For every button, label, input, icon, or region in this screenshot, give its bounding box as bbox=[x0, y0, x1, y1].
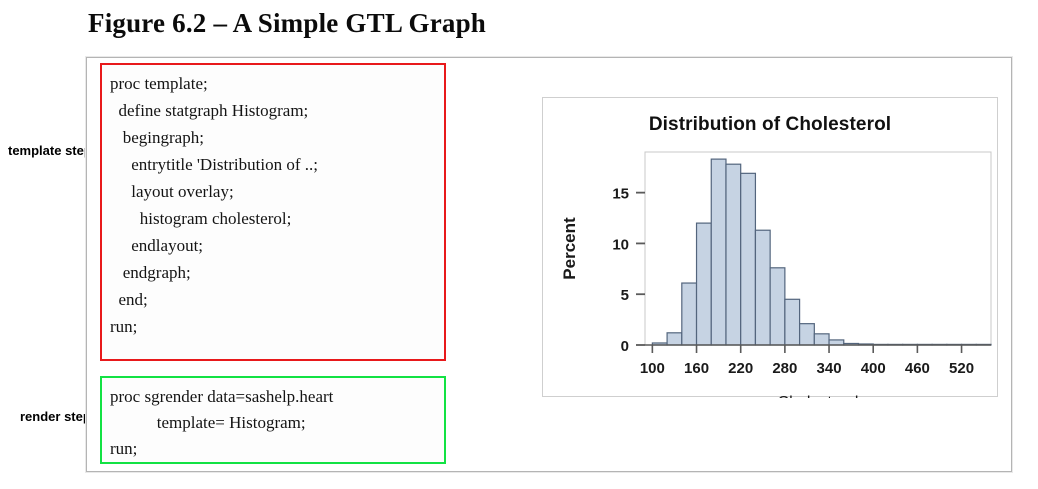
render-code-line: run; bbox=[110, 439, 138, 458]
x-axis-tick-label: 460 bbox=[905, 360, 930, 377]
histogram-bar bbox=[813, 333, 830, 346]
template-code-line: layout overlay; bbox=[110, 182, 234, 201]
histogram-bar bbox=[754, 229, 771, 346]
template-code-line: define statgraph Histogram; bbox=[110, 101, 309, 120]
x-axis-tick-label: 280 bbox=[772, 360, 797, 377]
histogram-bar bbox=[798, 323, 815, 346]
x-axis-title: Cholesterol bbox=[778, 394, 859, 398]
y-axis-tick-label: 10 bbox=[612, 236, 629, 253]
histogram-chart: 100 160 220 280 340 400 460 520 0 5 10 15 Percent Cho… bbox=[560, 151, 992, 398]
render-step-label: render step bbox=[20, 409, 91, 424]
render-step-code-box[interactable]: proc sgrender data=sashelp.heart templat… bbox=[100, 376, 446, 464]
x-axis-tick-label: 520 bbox=[949, 360, 974, 377]
code-column: proc template; define statgraph Histogra… bbox=[100, 63, 446, 467]
histogram-bar bbox=[666, 332, 683, 346]
template-code-line: endlayout; bbox=[110, 236, 204, 255]
template-step-label: template step bbox=[8, 143, 92, 158]
histogram-bar bbox=[695, 222, 712, 346]
y-axis-tick-label: 0 bbox=[621, 338, 629, 355]
x-axis-tick-label: 340 bbox=[817, 360, 842, 377]
chart-panel: Distribution of Cholesterol 100 160 220 280… bbox=[542, 97, 998, 398]
template-code-line: endgraph; bbox=[110, 263, 191, 282]
template-code-line: entrytitle 'Distribution of ..; bbox=[110, 155, 318, 174]
template-code-line: histogram cholesterol; bbox=[110, 209, 292, 228]
histogram-bar bbox=[769, 267, 786, 346]
content-panel: proc template; define statgraph Histogra… bbox=[86, 57, 1012, 472]
histogram-bar bbox=[725, 163, 742, 346]
histogram-bar bbox=[784, 298, 801, 346]
template-code-line: end; bbox=[110, 290, 148, 309]
chart-title: Distribution of Cholesterol bbox=[648, 114, 892, 135]
histogram-bar bbox=[681, 282, 698, 346]
x-axis-tick-label: 220 bbox=[728, 360, 753, 377]
x-axis-tick-label: 100 bbox=[640, 360, 665, 377]
x-axis-tick-label: 160 bbox=[684, 360, 709, 377]
y-axis-title: Percent bbox=[560, 217, 579, 280]
y-axis-tick-label: 5 bbox=[621, 287, 629, 304]
render-code-line: proc sgrender data=sashelp.heart bbox=[110, 387, 334, 406]
template-step-code-box[interactable]: proc template; define statgraph Histogra… bbox=[100, 63, 446, 361]
template-code-line: begingraph; bbox=[110, 128, 204, 147]
template-code-line: run; bbox=[110, 317, 138, 336]
histogram-bar bbox=[710, 158, 727, 346]
render-code-line: template= Histogram; bbox=[110, 413, 306, 432]
figure-title: Figure 6.2 – A Simple GTL Graph bbox=[88, 8, 487, 38]
x-axis-tick-label: 400 bbox=[861, 360, 886, 377]
y-axis-tick-label: 15 bbox=[612, 186, 629, 203]
template-code-line: proc template; bbox=[110, 74, 208, 93]
histogram-bar bbox=[740, 172, 757, 346]
